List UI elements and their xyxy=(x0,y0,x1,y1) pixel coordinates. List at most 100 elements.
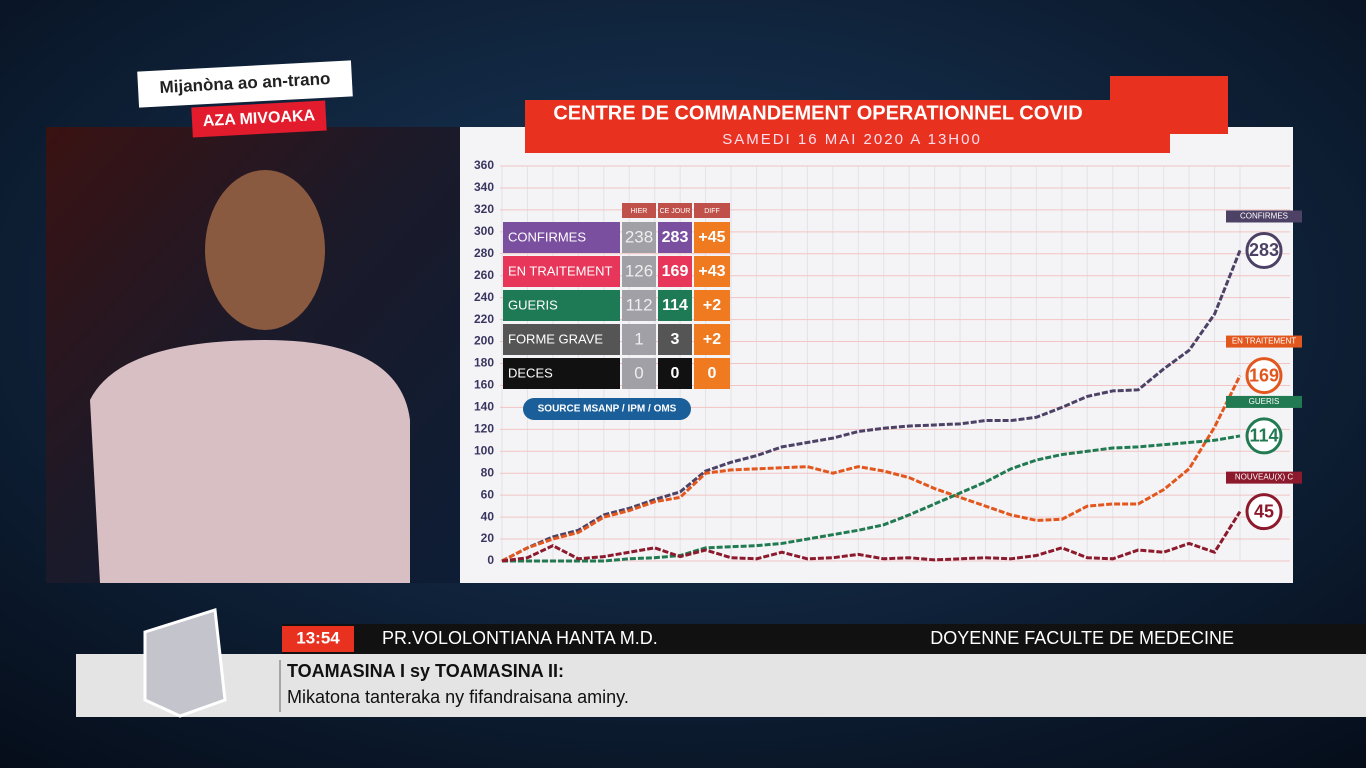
y-tick-label: 20 xyxy=(481,531,495,545)
y-tick-label: 100 xyxy=(474,443,494,457)
cell-bg xyxy=(622,290,656,321)
presenter-body xyxy=(90,340,410,583)
y-tick-label: 80 xyxy=(481,465,495,479)
badge-bg xyxy=(137,60,353,108)
cell: 283 xyxy=(662,229,689,246)
y-tick-label: 240 xyxy=(474,290,494,304)
speaker-role: DOYENNE FACULTE DE MEDECINE xyxy=(930,628,1234,648)
end-label: 45 xyxy=(1254,501,1274,521)
row-label: GUERIS xyxy=(508,297,558,312)
y-tick-label: 220 xyxy=(474,312,494,326)
end-label: 169 xyxy=(1249,365,1279,385)
y-tick-label: 360 xyxy=(474,158,494,172)
y-tick-label: 0 xyxy=(487,553,494,567)
col-header-bg xyxy=(622,203,656,218)
y-tick-label: 340 xyxy=(474,180,494,194)
series-name: GUERIS xyxy=(1249,397,1280,406)
lower-third: 13:54 PR.VOLOLONTIANA HANTA M.D. DOYENNE… xyxy=(76,608,1366,718)
source-bg xyxy=(523,398,691,420)
cell-bg xyxy=(622,324,656,355)
y-tick-label: 200 xyxy=(474,334,494,348)
cell-bg xyxy=(694,290,730,321)
lockdown-badge: Mijanòna ao an-trano AZA MIVOAKA xyxy=(137,60,353,138)
cell-bg xyxy=(694,256,730,287)
cell-bg xyxy=(658,358,692,389)
y-tick-label: 120 xyxy=(474,422,494,436)
ticker-text: Mikatona tanteraka ny fifandraisana amin… xyxy=(287,687,629,707)
row-label: EN TRAITEMENT xyxy=(508,263,613,278)
chart-subtitle: SAMEDI 16 MAI 2020 A 13H00 xyxy=(722,131,982,148)
cell: 3 xyxy=(671,331,680,348)
series-name: CONFIRMES xyxy=(1240,212,1288,221)
row-label-bg xyxy=(503,358,620,389)
end-marker xyxy=(1245,357,1283,395)
speaker-name: PR.VOLOLONTIANA HANTA M.D. xyxy=(382,628,658,648)
cell: 112 xyxy=(625,295,652,314)
cell-bg xyxy=(694,222,730,253)
cell-bg xyxy=(658,256,692,287)
station-logo xyxy=(143,608,227,718)
end-label: 283 xyxy=(1249,240,1279,260)
col-header-bg xyxy=(658,203,692,218)
ticker-bg xyxy=(76,654,1366,717)
series-tag xyxy=(1226,335,1302,348)
cell-bg xyxy=(658,324,692,355)
y-tick-label: 140 xyxy=(474,400,494,414)
series-name: EN TRAITEMENT xyxy=(1232,337,1296,346)
row-label: CONFIRMES xyxy=(508,229,586,244)
cell: 126 xyxy=(625,261,653,280)
y-tick-label: 40 xyxy=(481,509,495,523)
cell: +43 xyxy=(698,263,725,280)
end-marker xyxy=(1245,417,1283,455)
y-tick-label: 180 xyxy=(474,356,494,370)
col-header: HIER xyxy=(631,208,648,215)
time-box xyxy=(282,626,354,652)
cell: +2 xyxy=(703,297,721,314)
row-label-bg xyxy=(503,290,620,321)
cell: 0 xyxy=(708,365,717,382)
cell-bg xyxy=(622,358,656,389)
col-header-bg xyxy=(694,203,730,218)
row-label: DECES xyxy=(508,365,553,380)
cell-bg xyxy=(622,256,656,287)
col-header: CE JOUR xyxy=(660,208,691,215)
y-tick-label: 160 xyxy=(474,378,494,392)
row-label-bg xyxy=(503,324,620,355)
cell-bg xyxy=(658,290,692,321)
end-marker xyxy=(1245,231,1283,269)
cell: +45 xyxy=(698,229,725,246)
name-bar xyxy=(282,624,1366,654)
cell: 1 xyxy=(634,329,643,348)
series-tag xyxy=(1226,471,1302,484)
row-label: FORME GRAVE xyxy=(508,331,603,346)
y-tick-label: 300 xyxy=(474,224,494,238)
cell: +2 xyxy=(703,331,721,348)
series-line xyxy=(501,374,1242,563)
row-label-bg xyxy=(503,222,620,253)
series-tag xyxy=(1226,210,1302,223)
series-line xyxy=(501,249,1242,563)
time: 13:54 xyxy=(296,628,340,647)
series-line xyxy=(501,510,1242,563)
cell: 114 xyxy=(662,297,688,314)
series-tag xyxy=(1226,395,1302,408)
series-line xyxy=(502,434,1241,563)
chart-title: CENTRE DE COMMANDEMENT OPERATIONNEL COVI… xyxy=(553,102,1082,124)
badge-warning: AZA MIVOAKA xyxy=(202,107,315,130)
presenter-head xyxy=(205,170,325,330)
title-banner xyxy=(525,100,1170,153)
col-header: DIFF xyxy=(704,208,720,215)
cell-bg xyxy=(658,222,692,253)
cell: 169 xyxy=(662,263,689,280)
source: SOURCE MSANP / IPM / OMS xyxy=(538,404,677,415)
end-label: 114 xyxy=(1249,426,1278,446)
series-name: NOUVEAU(X) C xyxy=(1235,473,1293,482)
cell: 238 xyxy=(625,227,653,246)
y-tick-label: 60 xyxy=(481,487,495,501)
channel-logo xyxy=(1110,76,1228,134)
headline: TOAMASINA I sy TOAMASINA II: xyxy=(287,661,564,681)
badge-red xyxy=(191,100,327,138)
y-tick-label: 280 xyxy=(474,246,494,260)
cell-bg xyxy=(694,358,730,389)
